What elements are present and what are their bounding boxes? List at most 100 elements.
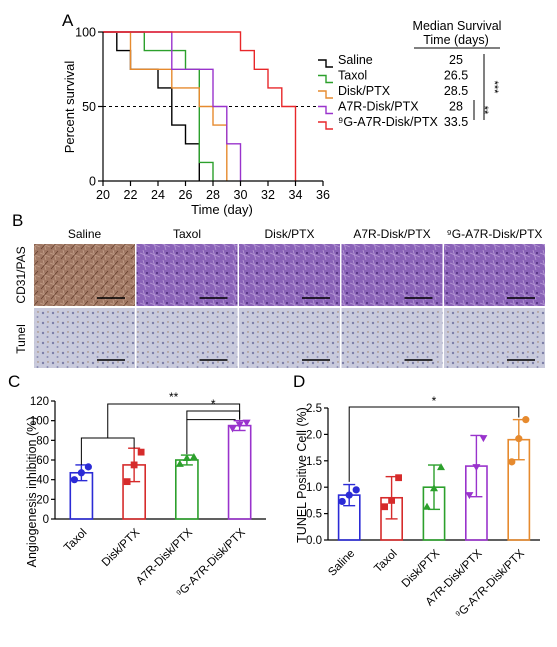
angio-data-point [77, 469, 85, 477]
angio-data-point [235, 421, 244, 429]
tunel-data-point [508, 458, 516, 466]
survival-curve-5 [103, 31, 297, 181]
sig-label-a-double: ** [478, 106, 490, 115]
histology-tunel-image-5 [444, 308, 545, 368]
survival-curve-4 [103, 31, 242, 181]
histology-column-label-5: ⁹G-A7R-Disk/PTX [447, 227, 543, 241]
histology-tunel-image-2 [136, 308, 238, 368]
median-table-header-line1: Median Survival [413, 19, 502, 33]
angio-y-tick-label: 0 [43, 514, 49, 526]
tunel-y-tick-label: 2.0 [306, 429, 322, 441]
angio-sig-bracket [186, 410, 241, 420]
tunel-x-tick-label-1: Saline [326, 548, 357, 579]
median-table-header-line2: Time (days) [423, 33, 489, 47]
tunel-sig-label: * [432, 394, 437, 408]
angio-y-tick-label: 20 [36, 494, 49, 506]
tunel-data-point [352, 486, 360, 494]
angio-sig-bracket [80, 437, 135, 465]
tunel-y-tick-label: 2.5 [306, 403, 322, 415]
panel-label-b: B [12, 211, 23, 230]
survival-curve-3 [103, 31, 228, 181]
histology-column-label-2: Taxol [173, 227, 201, 241]
histology-cd31-image-4 [341, 244, 443, 306]
angio-y-tick-label: 120 [30, 396, 49, 408]
angio-data-point [182, 454, 191, 462]
survival-x-tick-label: 30 [234, 188, 248, 202]
angio-y-tick-label: 100 [30, 416, 49, 428]
angio-y-tick-label: 60 [36, 455, 49, 467]
survival-x-tick-label: 36 [316, 188, 330, 202]
angio-bar-4 [227, 424, 252, 520]
tunel-data-point [515, 435, 523, 443]
tunel-y-label: TUNEL Positive Cell (%) [295, 407, 309, 543]
tunel-y-tick-label: 1.0 [306, 482, 322, 494]
survival-x-tick-label: 20 [96, 188, 110, 202]
panel-label-d: D [293, 372, 305, 391]
angio-bar-3 [174, 459, 199, 520]
histology-column-label-3: Disk/PTX [264, 227, 314, 241]
histology-column-label-4: A7R-Disk/PTX [353, 227, 430, 241]
tunel-y-tick-label: 0.5 [306, 509, 322, 521]
survival-y-label: Percent survival [62, 61, 77, 154]
angio-data-point [137, 448, 145, 456]
tunel-y-tick-label: 0.0 [306, 535, 322, 547]
angio-data-point [123, 478, 131, 486]
survival-plot-area [103, 31, 323, 181]
survival-curve-1 [103, 31, 200, 181]
tunel-data-point [381, 503, 388, 511]
survival-y-tick-label: 50 [82, 100, 96, 114]
survival-x-tick-label: 28 [206, 188, 220, 202]
histology-cd31-image-5 [444, 244, 545, 306]
legend-label-4: A7R-Disk/PTX [338, 100, 419, 114]
legend-swatch-3 [318, 90, 333, 99]
angio-x-tick-label-2: Disk/PTX [100, 526, 143, 569]
histology-cd31-image-1 [34, 244, 135, 306]
legend-label-1: Saline [338, 53, 373, 67]
median-value-4: 28 [449, 100, 463, 114]
angio-y-tick-label: 80 [36, 435, 49, 447]
histology-grid: CD31/PAS Tunel Saline Taxol Disk/PTX A7R-Di… [14, 227, 545, 368]
angio-data-point [84, 463, 92, 471]
histology-row-label-cd31: CD31/PAS [14, 246, 28, 303]
tunel-data-point [388, 497, 395, 504]
panel-label-c: C [8, 372, 20, 391]
legend-swatch-4 [318, 105, 333, 115]
histology-cd31-image-2 [136, 244, 238, 306]
histology-tunel-image-1 [34, 308, 135, 368]
tunel-x-tick-label-3: Disk/PTX [400, 547, 443, 590]
histology-row-label-tunel: Tunel [14, 324, 28, 354]
sig-label-a-triple: *** [488, 81, 500, 95]
angio-x-tick-label-3: A7R-Disk/PTX [134, 526, 195, 587]
median-value-3: 28.5 [444, 84, 468, 98]
tunel-chart: TUNEL Positive Cell (%) 0.0 0.5 1.0 1.5 2.0 2… [295, 394, 540, 621]
survival-x-tick-label: 32 [261, 188, 275, 202]
survival-x-tick-label: 26 [179, 188, 193, 202]
survival-y-tick-label: 0 [89, 175, 96, 189]
angio-data-point [228, 425, 237, 433]
angiogenesis-chart: Angiogenesis inhibition (%) 0 20 40 60 80 100… [25, 390, 266, 600]
angio-y-tick-label: 40 [36, 475, 49, 487]
legend-swatch-1 [318, 59, 333, 68]
tunel-data-point [430, 484, 438, 492]
tunel-data-point [345, 491, 353, 499]
angio-sig-label: * [211, 397, 216, 411]
survival-x-tick-label: 24 [151, 188, 165, 202]
tunel-y-tick-label: 1.5 [306, 456, 322, 468]
survival-ticks: 20 22 24 26 28 30 32 34 36 0 50 100 [75, 26, 330, 203]
tunel-x-tick-label-2: Taxol [372, 548, 399, 575]
histology-tunel-image-3 [239, 308, 340, 368]
survival-x-tick-label: 22 [124, 188, 138, 202]
histology-column-label-1: Saline [68, 227, 102, 241]
histology-tunel-image-4 [341, 308, 443, 368]
legend-swatch-2 [318, 74, 333, 84]
angio-data-point [242, 419, 251, 427]
tunel-data-point [423, 502, 431, 510]
angio-x-tick-label-1: Taxol [62, 527, 89, 554]
median-value-2: 26.5 [444, 69, 468, 83]
tunel-data-point [472, 464, 481, 472]
survival-legend-rows: Saline 25 Taxol 26.5 Disk/PTX 28.5 A7R-Disk/PT… [318, 53, 468, 130]
angio-data-point [189, 453, 198, 461]
histology-cd31-image-3 [239, 244, 340, 306]
survival-x-tick-label: 34 [289, 188, 303, 202]
